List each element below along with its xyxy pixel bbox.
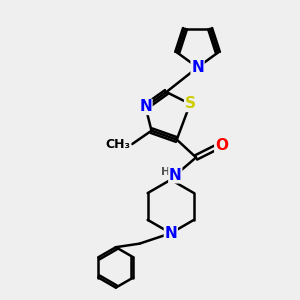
Text: S: S <box>184 96 196 111</box>
Text: N: N <box>191 60 204 75</box>
Text: N: N <box>139 99 152 114</box>
Text: CH₃: CH₃ <box>106 138 131 151</box>
Text: N: N <box>169 168 182 183</box>
Text: N: N <box>164 226 177 241</box>
Text: O: O <box>215 138 228 153</box>
Text: H: H <box>161 167 170 177</box>
